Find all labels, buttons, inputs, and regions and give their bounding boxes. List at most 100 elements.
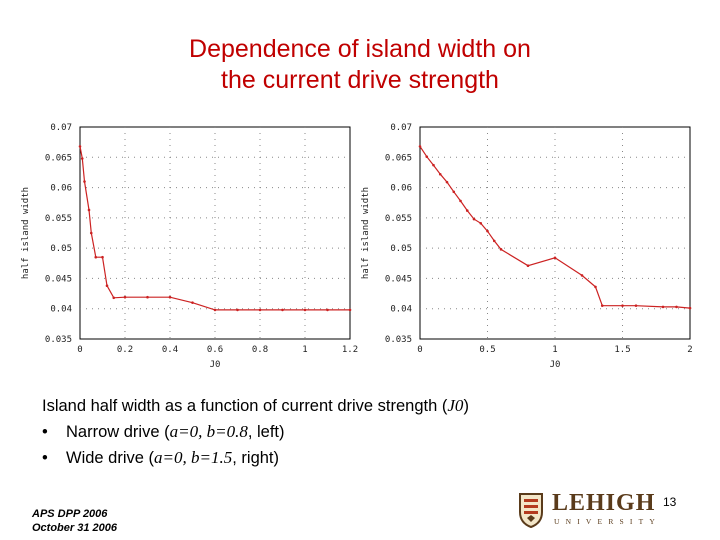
y-tick-label: 0.055 [385, 214, 412, 224]
y-tick-label: 0.06 [390, 184, 412, 194]
data-point [87, 208, 91, 212]
data-point [634, 304, 638, 307]
data-point [123, 295, 127, 299]
data-point [146, 295, 149, 299]
y-tick-label: 0.065 [45, 153, 72, 163]
bullet-icon: • [42, 423, 48, 441]
y-tick-label: 0.04 [390, 305, 412, 315]
footer-date: October 31 2006 [32, 522, 117, 534]
data-point [83, 180, 86, 183]
y-tick-label: 0.07 [50, 123, 72, 133]
data-point [168, 295, 172, 299]
title-line-2: the current drive strength [221, 66, 499, 94]
data-point [418, 145, 422, 148]
chart-narrow-drive: 0 0.2 0.4 0.6 0.8 1 1.2 0.07 0.065 0.06 0.055 0.05 0… [21, 123, 358, 370]
item-text: Narrow drive ( [66, 423, 170, 441]
data-point [191, 301, 194, 304]
caption-text-end: ) [463, 397, 469, 415]
data-point [438, 172, 442, 176]
data-point [94, 255, 98, 259]
footer: APS DPP 2006 October 31 2006 [32, 507, 117, 535]
caption-variable: J0 [447, 396, 464, 415]
caption-line: Island half width as a function of curre… [42, 393, 469, 419]
caption-bullet-item: • Narrow drive (a=0, b=0.8, left) [42, 419, 469, 445]
y-tick-label: 0.035 [45, 335, 72, 345]
item-eq: =0.8 [215, 422, 248, 441]
data-point [499, 248, 503, 251]
data-point [281, 308, 284, 312]
data-point [452, 190, 456, 194]
slide-title: Dependence of island width on the curren… [0, 34, 720, 96]
caption: Island half width as a function of curre… [42, 393, 469, 471]
data-point [78, 145, 82, 148]
x-tick-label: 0.6 [207, 345, 223, 355]
x-axis-label: J0 [550, 360, 561, 370]
shield-crest-icon [519, 493, 543, 528]
x-tick-label: 1 [302, 345, 307, 355]
x-tick-label: 2 [687, 345, 692, 355]
logo-subtitle: UNIVERSITY [554, 517, 661, 526]
x-tick-label: 1 [552, 345, 557, 355]
data-point [526, 264, 530, 268]
data-point [105, 284, 109, 287]
data-point [675, 305, 678, 309]
item-var-b: b [206, 422, 216, 441]
data-point [600, 304, 604, 307]
x-tick-label: 0.8 [252, 345, 268, 355]
data-point [445, 180, 449, 184]
footer-conference: APS DPP 2006 [32, 508, 108, 520]
item-text-end: , right) [232, 449, 280, 467]
item-text: Wide drive ( [66, 449, 155, 467]
bullet-icon: • [42, 449, 48, 467]
y-axis-label: half island width [361, 187, 371, 279]
item-var-a: a [169, 422, 179, 441]
data-point [486, 229, 489, 233]
data-point [594, 285, 597, 289]
data-point [492, 239, 496, 243]
y-tick-label: 0.06 [50, 184, 72, 194]
data-point [101, 255, 104, 259]
title-line-1: Dependence of island width on [189, 35, 531, 63]
data-point [580, 274, 584, 277]
data-point [89, 231, 93, 235]
data-point [425, 155, 429, 158]
data-point [661, 305, 665, 309]
x-axis-label: J0 [210, 360, 221, 370]
caption-text: Island half width as a function of curre… [42, 397, 448, 415]
x-tick-label: 0 [77, 345, 82, 355]
university-logo: LEHIGH UNIVERSITY [516, 490, 666, 530]
x-tick-label: 1.5 [614, 345, 630, 355]
x-tick-label: 0.2 [117, 345, 133, 355]
data-point [432, 163, 435, 167]
y-tick-label: 0.04 [50, 305, 72, 315]
data-point [348, 308, 352, 312]
y-tick-label: 0.065 [385, 153, 412, 163]
x-tick-label: 0.4 [162, 345, 178, 355]
data-point [459, 199, 462, 203]
caption-bullet-item: • Wide drive (a=0, b=1.5, right) [42, 445, 469, 471]
y-tick-label: 0.05 [50, 244, 72, 254]
data-point [80, 157, 84, 160]
y-tick-label: 0.07 [390, 123, 412, 133]
y-tick-label: 0.05 [390, 244, 412, 254]
data-point [326, 308, 329, 312]
item-text-end: , left) [247, 423, 285, 441]
y-axis-label: half island width [21, 187, 31, 279]
logo-name: LEHIGH [552, 490, 656, 516]
item-eq: =0, [162, 448, 192, 467]
y-tick-label: 0.035 [385, 335, 412, 345]
item-var-b: b [191, 448, 200, 467]
y-tick-label: 0.055 [45, 214, 72, 224]
y-tick-label: 0.045 [45, 274, 72, 284]
data-point [621, 304, 624, 307]
data-point [465, 209, 469, 212]
data-point [258, 308, 262, 312]
data-point [479, 222, 483, 225]
data-point [688, 306, 692, 310]
item-eq: =1.5 [199, 448, 233, 467]
series-line [79, 146, 350, 311]
data-point [553, 256, 557, 260]
chart-wide-drive: 0 0.5 1 1.5 2 0.07 0.065 0.06 0.055 0.05 0.045 0.04… [361, 123, 693, 370]
data-point [303, 308, 307, 312]
y-tick-label: 0.045 [385, 274, 412, 284]
